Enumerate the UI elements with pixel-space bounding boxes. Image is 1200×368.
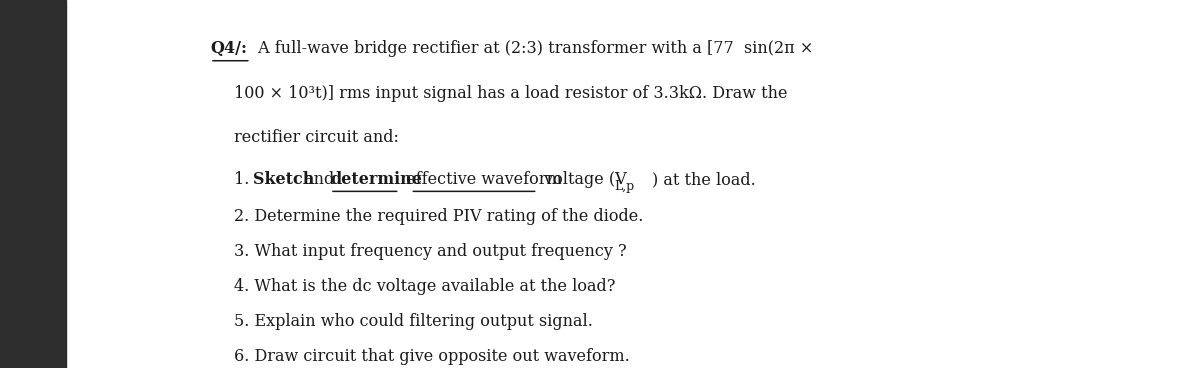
Text: 1.: 1. <box>234 171 254 188</box>
Text: A full-wave bridge rectifier at (2:3) transformer with a [77  sin(2π ×: A full-wave bridge rectifier at (2:3) tr… <box>253 40 814 57</box>
Text: 6. Draw circuit that give opposite out waveform.: 6. Draw circuit that give opposite out w… <box>234 348 630 365</box>
Text: 5. Explain who could filtering output signal.: 5. Explain who could filtering output si… <box>234 313 593 330</box>
Text: rectifier circuit and:: rectifier circuit and: <box>234 129 398 146</box>
Text: 100 × 10³t)] rms input signal has a load resistor of 3.3kΩ. Draw the: 100 × 10³t)] rms input signal has a load… <box>234 85 787 102</box>
Text: and: and <box>299 171 340 188</box>
Text: ) at the load.: ) at the load. <box>652 171 755 188</box>
Text: Sketch: Sketch <box>253 171 314 188</box>
Text: Q4/:: Q4/: <box>210 40 247 57</box>
Text: voltage (V: voltage (V <box>539 171 626 188</box>
Text: L,p: L,p <box>614 180 635 193</box>
Text: 3. What input frequency and output frequency ?: 3. What input frequency and output frequ… <box>234 243 626 260</box>
Text: effective waveform: effective waveform <box>401 171 562 188</box>
Text: 2. Determine the required PIV rating of the diode.: 2. Determine the required PIV rating of … <box>234 208 643 225</box>
Text: determine: determine <box>330 171 422 188</box>
Text: 4. What is the dc voltage available at the load?: 4. What is the dc voltage available at t… <box>234 278 616 295</box>
